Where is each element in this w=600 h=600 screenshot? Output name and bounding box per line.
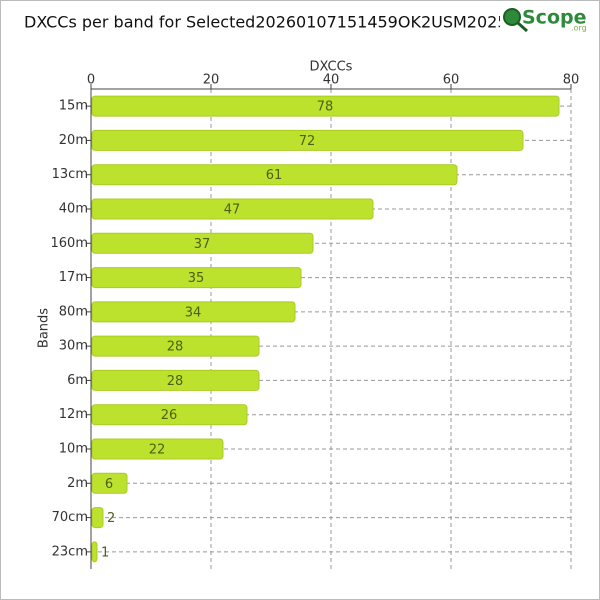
- value-label: 28: [167, 374, 184, 389]
- value-label: 26: [161, 408, 178, 423]
- bar: [91, 301, 296, 323]
- y-tick-label: 13cm: [52, 167, 88, 182]
- value-label: 78: [317, 100, 334, 115]
- bar: [91, 438, 224, 460]
- logo-text: Scope: [522, 7, 587, 29]
- x-tick-label: 40: [323, 73, 340, 88]
- y-tick-label: 17m: [59, 270, 88, 285]
- chart-title: DXCCs per band for Selected2026010715145…: [24, 13, 548, 32]
- bar: [91, 541, 98, 563]
- value-label: 37: [194, 237, 211, 252]
- bar: [91, 335, 260, 357]
- y-tick-label: 23cm: [52, 544, 88, 559]
- x-tick-label: 20: [203, 73, 220, 88]
- value-label: 6: [105, 477, 113, 492]
- y-tick-label: 6m: [67, 373, 88, 388]
- logo-lens: [503, 8, 521, 26]
- y-tick-label: 80m: [59, 304, 88, 319]
- bar: [91, 164, 458, 186]
- y-tick-label: 15m: [59, 99, 88, 114]
- y-axis-label: Bands: [37, 308, 52, 348]
- bar: [91, 507, 104, 529]
- value-label: 34: [185, 305, 202, 320]
- y-tick-label: 12m: [59, 407, 88, 422]
- value-label: 35: [188, 271, 205, 286]
- y-tick-label: 10m: [59, 442, 88, 457]
- value-label: 28: [167, 340, 184, 355]
- bar: [91, 404, 248, 426]
- bar: [91, 369, 260, 391]
- x-tick-label: 0: [87, 73, 95, 88]
- bar: [91, 129, 524, 151]
- x-tick-label: 60: [443, 73, 460, 88]
- value-label: 1: [101, 545, 109, 560]
- x-axis-label: DXCCs: [310, 60, 353, 75]
- x-tick-label: 80: [563, 73, 580, 88]
- value-label: 72: [299, 134, 316, 149]
- logo-handle: [517, 21, 528, 33]
- bar: [91, 472, 128, 494]
- bar: [91, 95, 560, 117]
- y-tick-label: 70cm: [52, 510, 88, 525]
- y-tick-label: 40m: [59, 202, 88, 217]
- value-label: 22: [149, 443, 166, 458]
- value-label: 47: [224, 203, 241, 218]
- y-tick-label: 20m: [59, 133, 88, 148]
- y-tick-label: 160m: [51, 236, 88, 251]
- value-label: 2: [107, 511, 115, 526]
- value-label: 61: [266, 168, 283, 183]
- bar: [91, 267, 302, 289]
- logo: Scope .org: [503, 7, 587, 33]
- bar: [91, 232, 314, 254]
- y-tick-label: 30m: [59, 339, 88, 354]
- bar: [91, 198, 374, 220]
- y-tick-label: 2m: [67, 476, 88, 491]
- logo-suffix: .org: [571, 24, 587, 33]
